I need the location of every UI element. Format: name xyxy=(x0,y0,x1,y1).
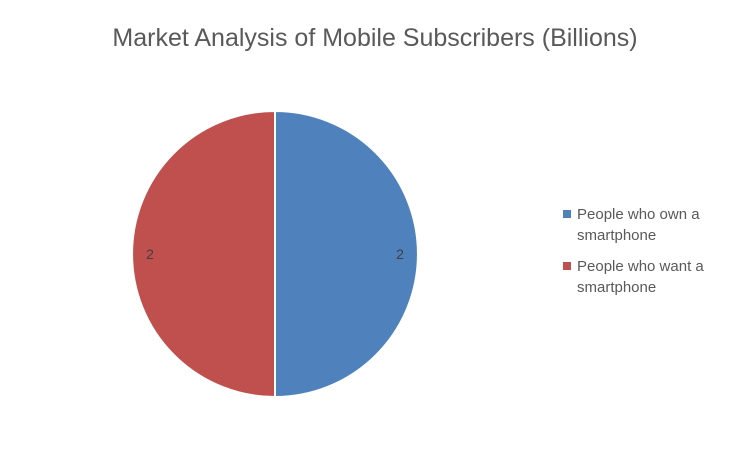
legend: People who own a smartphone People who wa… xyxy=(563,204,743,308)
legend-swatch-1 xyxy=(563,210,571,218)
pie-slice-2 xyxy=(131,109,276,399)
pie-slice-1 xyxy=(274,109,419,399)
chart-title: Market Analysis of Mobile Subscribers (B… xyxy=(112,24,638,52)
data-label-2: 2 xyxy=(146,246,154,262)
data-label-1: 2 xyxy=(396,246,404,262)
legend-label-1: People who own a smartphone xyxy=(577,206,700,244)
legend-swatch-2 xyxy=(563,262,571,270)
legend-item-2: People who want a smartphone xyxy=(563,256,743,298)
legend-item-1: People who own a smartphone xyxy=(563,204,743,246)
legend-label-2: People who want a smartphone xyxy=(577,258,704,296)
